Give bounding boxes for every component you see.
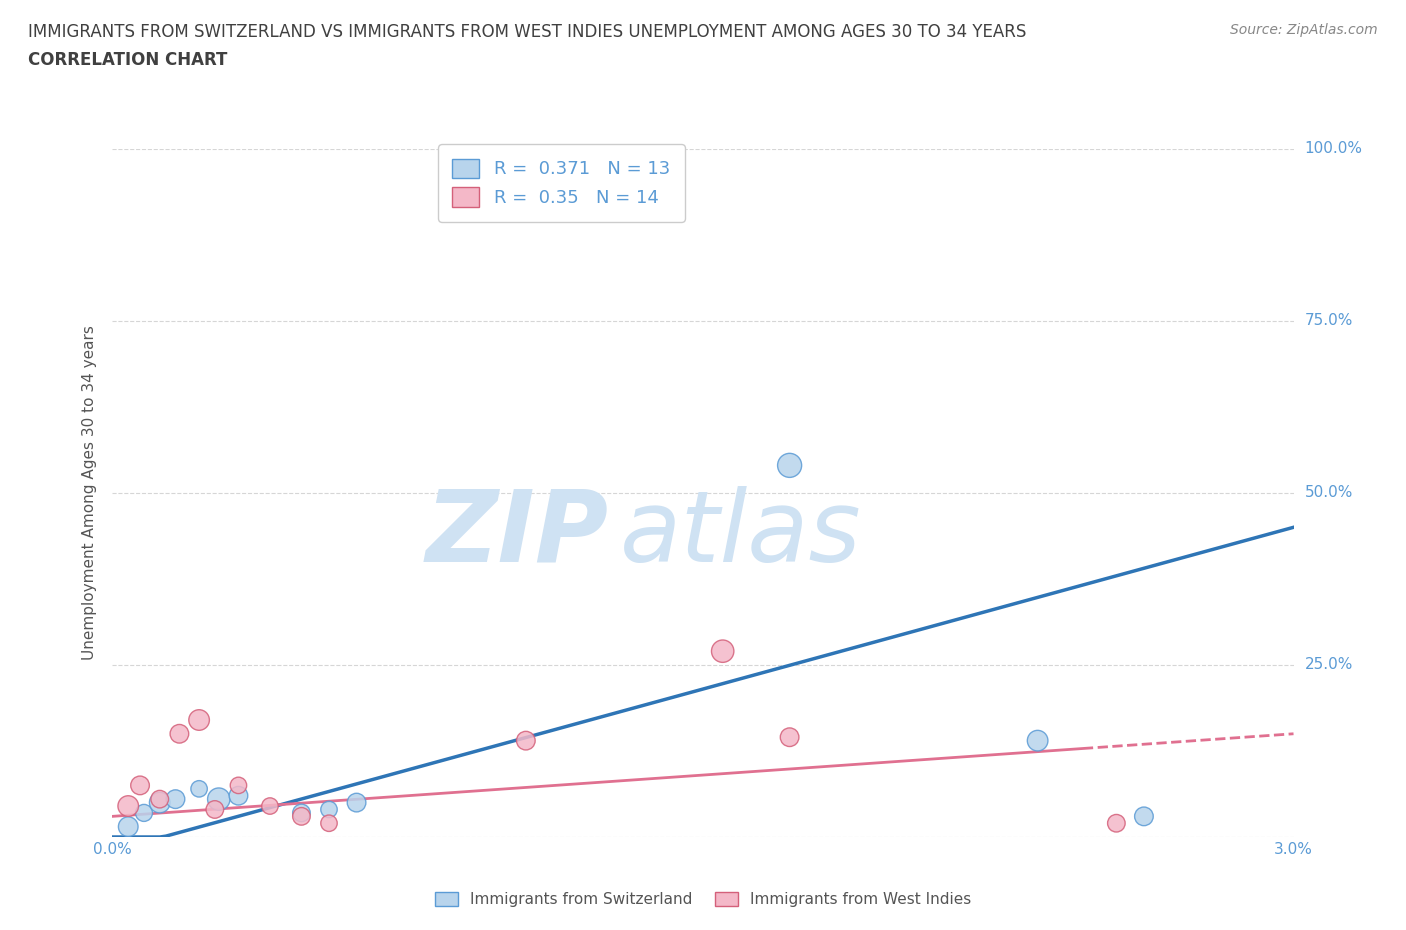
Point <box>228 777 250 792</box>
Text: Source: ZipAtlas.com: Source: ZipAtlas.com <box>1230 23 1378 37</box>
Point <box>117 799 139 814</box>
Point <box>1105 816 1128 830</box>
Point <box>318 816 340 830</box>
Point <box>228 789 250 804</box>
Text: IMMIGRANTS FROM SWITZERLAND VS IMMIGRANTS FROM WEST INDIES UNEMPLOYMENT AMONG AG: IMMIGRANTS FROM SWITZERLAND VS IMMIGRANT… <box>28 23 1026 41</box>
Point <box>129 777 152 792</box>
Point <box>779 458 801 472</box>
Text: atlas: atlas <box>620 485 862 583</box>
Point <box>346 795 368 810</box>
Text: 100.0%: 100.0% <box>1305 141 1362 156</box>
Point <box>208 791 231 806</box>
Point <box>259 799 281 814</box>
Text: ZIP: ZIP <box>426 485 609 583</box>
Point <box>169 726 191 741</box>
Point <box>149 795 172 810</box>
Point <box>188 781 211 796</box>
Text: CORRELATION CHART: CORRELATION CHART <box>28 51 228 69</box>
Text: 50.0%: 50.0% <box>1305 485 1353 500</box>
Point <box>290 805 312 820</box>
Legend: R =  0.371   N = 13, R =  0.35   N = 14: R = 0.371 N = 13, R = 0.35 N = 14 <box>437 144 685 221</box>
Point <box>149 791 172 806</box>
Text: 75.0%: 75.0% <box>1305 313 1353 328</box>
Point <box>290 809 312 824</box>
Point <box>1026 733 1049 748</box>
Point <box>779 730 801 745</box>
Point <box>711 644 734 658</box>
Point <box>117 819 139 834</box>
Point <box>318 802 340 817</box>
Point <box>132 805 155 820</box>
Point <box>515 733 537 748</box>
Point <box>165 791 187 806</box>
Text: 25.0%: 25.0% <box>1305 658 1353 672</box>
Legend: Immigrants from Switzerland, Immigrants from West Indies: Immigrants from Switzerland, Immigrants … <box>429 885 977 913</box>
Point <box>204 802 226 817</box>
Y-axis label: Unemployment Among Ages 30 to 34 years: Unemployment Among Ages 30 to 34 years <box>82 326 97 660</box>
Point <box>1133 809 1156 824</box>
Point <box>188 712 211 727</box>
